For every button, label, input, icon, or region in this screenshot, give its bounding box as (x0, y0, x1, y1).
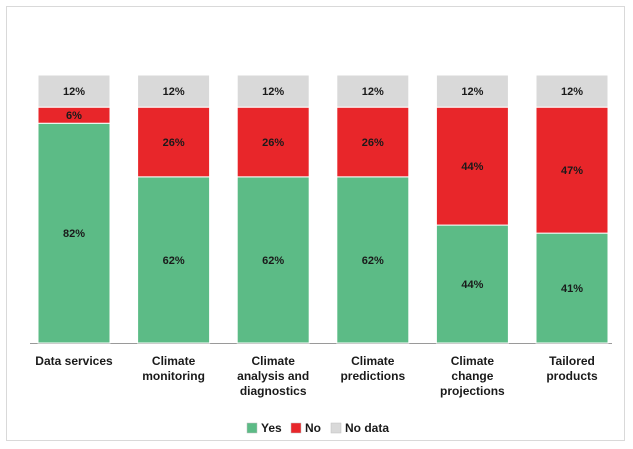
bar-no-4 (336, 106, 410, 178)
category-label-line: Tailored (549, 354, 595, 368)
data-label-no-data-5: 12% (461, 86, 483, 98)
legend-label-no-data: No data (345, 421, 389, 435)
data-label-no-data-1: 12% (63, 86, 85, 98)
bar-yes-3 (236, 176, 310, 344)
bar-no-data-6 (535, 74, 609, 108)
bar-yes-2 (137, 176, 211, 344)
data-label-yes-3: 62% (262, 255, 284, 267)
data-label-yes-2: 62% (163, 255, 185, 267)
category-label-line: predictions (340, 369, 405, 383)
bar-yes-5 (435, 224, 509, 344)
data-label-yes-4: 62% (362, 255, 384, 267)
data-label-no-data-6: 12% (561, 86, 583, 98)
data-label-yes-1: 82% (63, 228, 85, 240)
data-label-no-3: 26% (262, 137, 284, 149)
bar-no-data-4 (336, 74, 410, 108)
bar-no-data-2 (137, 74, 211, 108)
data-label-no-data-4: 12% (362, 86, 384, 98)
legend-label-no: No (305, 421, 321, 435)
bar-yes-1 (37, 122, 111, 344)
legend-swatch-no (290, 422, 302, 434)
data-label-no-data-3: 12% (262, 86, 284, 98)
legend-swatch-no-data (330, 422, 342, 434)
category-label-line: Climate (252, 354, 296, 368)
category-label-line: monitoring (142, 369, 205, 383)
category-label-line: projections (440, 384, 505, 398)
data-label-no-5: 44% (461, 161, 483, 173)
bar-no-6 (535, 106, 609, 234)
data-label-no-1: 6% (66, 110, 82, 122)
category-label-line: change (451, 369, 493, 383)
data-label-no-4: 26% (362, 137, 384, 149)
category-label-2: Climate monitoring (142, 354, 205, 383)
category-label-line: Climate (451, 354, 495, 368)
bar-no-5 (435, 106, 509, 226)
data-label-no-6: 47% (561, 165, 583, 177)
category-label-line: Climate (152, 354, 196, 368)
category-label-line: products (546, 369, 598, 383)
bar-no-2 (137, 106, 211, 178)
category-label-line: Data services (35, 354, 113, 368)
bar-no-data-1 (37, 74, 111, 108)
category-label-line: analysis and (237, 369, 309, 383)
bar-no-data-5 (435, 74, 509, 108)
bar-no-3 (236, 106, 310, 178)
category-label-3: Climate analysis and diagnostics (237, 354, 309, 398)
data-label-yes-6: 41% (561, 283, 583, 295)
data-label-no-2: 26% (163, 137, 185, 149)
category-label-1: Data services (35, 354, 113, 368)
legend-label-yes: Yes (261, 421, 282, 435)
data-label-no-data-2: 12% (163, 86, 185, 98)
category-label-5: Climate change projections (440, 354, 505, 398)
legend-swatch-yes (246, 422, 258, 434)
category-label-4: Climate predictions (340, 354, 405, 383)
bar-yes-6 (535, 232, 609, 344)
bar-no-data-3 (236, 74, 310, 108)
category-label-line: diagnostics (240, 384, 307, 398)
category-label-line: Climate (351, 354, 395, 368)
category-label-6: Tailored products (546, 354, 598, 383)
data-label-yes-5: 44% (461, 279, 483, 291)
